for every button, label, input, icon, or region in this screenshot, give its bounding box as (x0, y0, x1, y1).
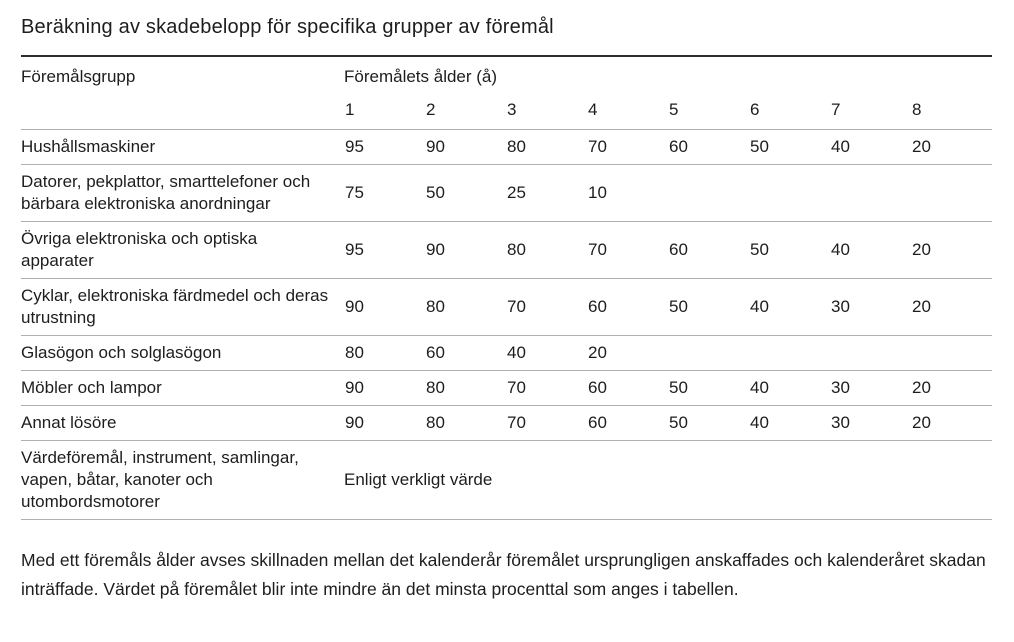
age-column-3: 3 (507, 100, 517, 119)
table-row: Datorer, pekplattor, smarttelefoner och … (21, 165, 992, 222)
value-cell: 50 (750, 240, 769, 259)
value-cell: 90 (345, 297, 364, 316)
damage-amount-table: Föremålsgrupp Föremålets ålder (å) 1 2 3… (21, 55, 992, 520)
table-row: Glasögon och solglasögon 80 60 40 20 (21, 336, 992, 371)
value-cell: 40 (831, 240, 850, 259)
value-cell (749, 187, 830, 199)
value-cell: 50 (669, 378, 688, 397)
value-cell (830, 187, 911, 199)
value-cell: 95 (345, 240, 364, 259)
value-cell: 60 (588, 413, 607, 432)
value-cell: 80 (507, 137, 526, 156)
actual-value-note: Enligt verkligt värde (344, 470, 493, 489)
value-cell: 60 (588, 378, 607, 397)
value-cell: 20 (912, 413, 931, 432)
value-cell: 50 (750, 137, 769, 156)
page-title: Beräkning av skadebelopp för specifika g… (21, 16, 554, 38)
value-cell: 50 (669, 413, 688, 432)
age-column-6: 6 (750, 100, 760, 119)
value-cell: 20 (912, 240, 931, 259)
value-cell: 40 (750, 378, 769, 397)
group-label: Övriga elektroniska och optiska apparate… (21, 229, 258, 270)
value-cell (911, 187, 992, 199)
table-row: Hushållsmaskiner 95 90 80 70 60 50 40 20 (21, 130, 992, 165)
value-cell (911, 347, 992, 359)
footnote-text: Med ett föremåls ålder avses skillnaden … (21, 550, 986, 599)
age-column-4: 4 (588, 100, 598, 119)
value-cell: 30 (831, 378, 850, 397)
value-cell: 70 (588, 240, 607, 259)
table-row: Cyklar, elektroniska färdmedel och deras… (21, 279, 992, 336)
age-column-8: 8 (912, 100, 922, 119)
value-cell: 70 (507, 413, 526, 432)
value-cell: 80 (426, 378, 445, 397)
value-cell: 10 (588, 183, 607, 202)
value-cell: 80 (426, 413, 445, 432)
table-age-columns-row: 1 2 3 4 5 6 7 8 (21, 95, 992, 130)
value-cell (668, 187, 749, 199)
value-cell: 70 (507, 297, 526, 316)
group-label: Cyklar, elektroniska färdmedel och deras… (21, 286, 329, 327)
age-column-2: 2 (426, 100, 436, 119)
table-row: Övriga elektroniska och optiska apparate… (21, 222, 992, 279)
column-header-group: Föremålsgrupp (21, 67, 136, 86)
group-label: Annat lösöre (21, 413, 117, 432)
value-cell: 40 (831, 137, 850, 156)
column-header-age: Föremålets ålder (å) (344, 67, 498, 86)
age-column-5: 5 (669, 100, 679, 119)
value-cell (749, 347, 830, 359)
value-cell: 80 (426, 297, 445, 316)
value-cell: 70 (507, 378, 526, 397)
group-label: Hushållsmaskiner (21, 137, 156, 156)
table-row: Annat lösöre 90 80 70 60 50 40 30 20 (21, 406, 992, 441)
value-cell: 70 (588, 137, 607, 156)
value-cell: 20 (912, 297, 931, 316)
value-cell: 75 (345, 183, 364, 202)
value-cell: 20 (912, 378, 931, 397)
value-cell (668, 347, 749, 359)
value-cell: 90 (426, 240, 445, 259)
value-cell: 40 (750, 413, 769, 432)
value-cell: 30 (831, 297, 850, 316)
group-label: Datorer, pekplattor, smarttelefoner och … (21, 172, 311, 213)
value-cell (830, 347, 911, 359)
value-cell: 50 (426, 183, 445, 202)
value-cell: 80 (507, 240, 526, 259)
value-cell: 40 (750, 297, 769, 316)
group-label: Värdeföremål, instrument, samlingar, vap… (21, 448, 299, 511)
value-cell: 90 (345, 413, 364, 432)
value-cell: 95 (345, 137, 364, 156)
value-cell: 60 (426, 343, 445, 362)
value-cell: 20 (912, 137, 931, 156)
age-column-1: 1 (345, 100, 355, 119)
value-cell: 90 (426, 137, 445, 156)
table-header-row: Föremålsgrupp Föremålets ålder (å) (21, 57, 992, 95)
value-cell: 25 (507, 183, 526, 202)
table-row: Värdeföremål, instrument, samlingar, vap… (21, 441, 992, 520)
age-columns-spacer (21, 106, 344, 118)
value-cell: 60 (669, 137, 688, 156)
value-cell: 90 (345, 378, 364, 397)
group-label: Glasögon och solglasögon (21, 343, 222, 362)
table-row: Möbler och lampor 90 80 70 60 50 40 30 2… (21, 371, 992, 406)
value-cell: 60 (669, 240, 688, 259)
value-cell: 30 (831, 413, 850, 432)
value-cell: 20 (588, 343, 607, 362)
group-label: Möbler och lampor (21, 378, 162, 397)
age-column-7: 7 (831, 100, 841, 119)
value-cell: 50 (669, 297, 688, 316)
value-cell: 60 (588, 297, 607, 316)
value-cell: 80 (345, 343, 364, 362)
value-cell: 40 (507, 343, 526, 362)
